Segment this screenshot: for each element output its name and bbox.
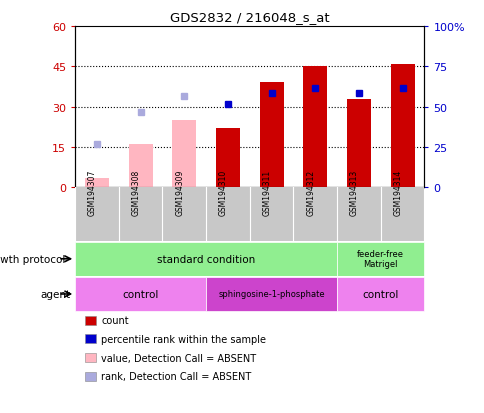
Bar	[75, 242, 336, 276]
Text: control: control	[122, 289, 159, 299]
Text: agent: agent	[40, 289, 70, 299]
Text: GSM194313: GSM194313	[349, 169, 358, 215]
Bar	[172, 121, 196, 188]
Text: growth protocol: growth protocol	[0, 254, 65, 264]
Bar	[128, 145, 152, 188]
Bar	[206, 278, 336, 311]
Text: percentile rank within the sample: percentile rank within the sample	[101, 334, 266, 344]
Text: GSM194307: GSM194307	[88, 169, 97, 215]
Bar	[390, 64, 414, 188]
Text: GSM194314: GSM194314	[393, 169, 402, 215]
Bar	[302, 67, 327, 188]
Bar	[336, 242, 424, 276]
Bar	[336, 278, 424, 311]
Text: value, Detection Call = ABSENT: value, Detection Call = ABSENT	[101, 353, 256, 363]
Text: GSM194308: GSM194308	[131, 169, 140, 215]
Text: GSM194309: GSM194309	[175, 169, 184, 215]
Bar	[75, 278, 206, 311]
Text: sphingosine-1-phosphate: sphingosine-1-phosphate	[218, 290, 324, 299]
Text: feeder-free
Matrigel: feeder-free Matrigel	[357, 249, 403, 269]
Bar	[346, 99, 370, 188]
Text: GSM194310: GSM194310	[218, 169, 227, 215]
Text: standard condition: standard condition	[157, 254, 255, 264]
Text: GSM194311: GSM194311	[262, 169, 271, 215]
Bar	[259, 83, 283, 188]
Text: rank, Detection Call = ABSENT: rank, Detection Call = ABSENT	[101, 371, 251, 381]
Text: GSM194312: GSM194312	[305, 169, 315, 215]
Bar	[215, 129, 240, 188]
Text: count: count	[101, 316, 129, 325]
Title: GDS2832 / 216048_s_at: GDS2832 / 216048_s_at	[169, 11, 329, 24]
Text: control: control	[362, 289, 398, 299]
Bar	[85, 178, 109, 188]
